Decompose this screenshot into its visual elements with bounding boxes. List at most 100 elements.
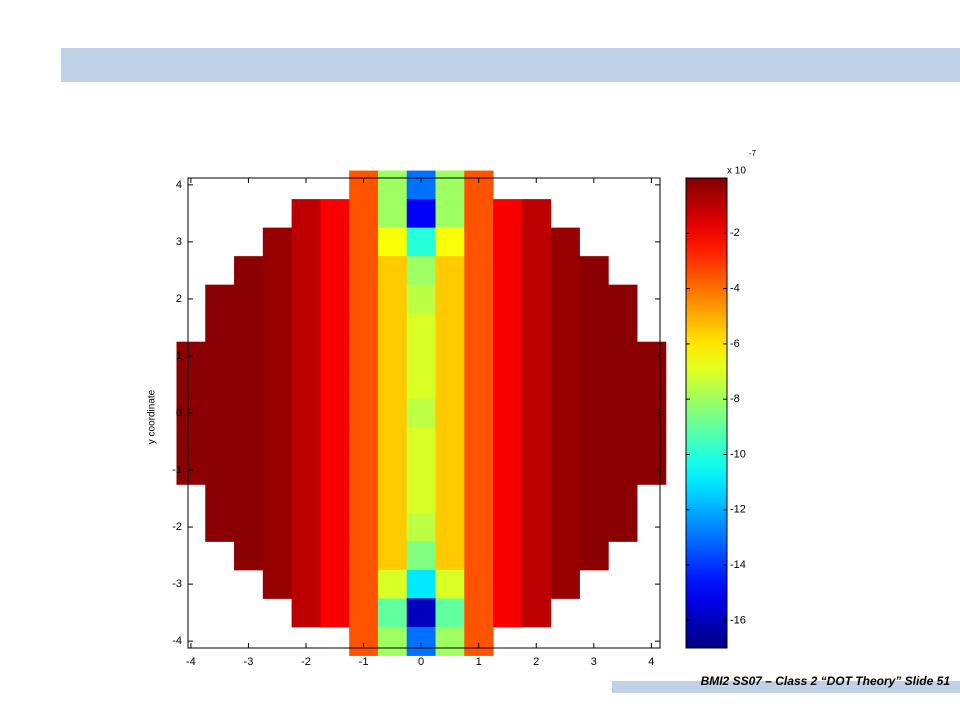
heat-cell	[320, 370, 350, 400]
heat-cell	[234, 512, 264, 542]
heat-cell	[406, 455, 437, 485]
heat-cell	[320, 427, 350, 457]
heat-cell	[608, 341, 638, 371]
heat-cell	[377, 370, 408, 400]
heat-cell	[406, 227, 437, 257]
heat-cell	[377, 199, 408, 229]
heat-cell	[521, 227, 552, 257]
heat-cell	[636, 427, 667, 457]
x-tick-label: 4	[648, 656, 654, 668]
heat-cell	[234, 541, 264, 571]
heat-cell	[377, 541, 408, 571]
heat-cell	[406, 170, 437, 200]
heat-cell	[291, 541, 321, 571]
heat-cell	[262, 455, 293, 485]
heat-cell	[262, 569, 293, 599]
heat-cell	[608, 512, 638, 542]
heat-cell	[521, 284, 552, 314]
heat-cell	[176, 370, 206, 400]
y-tick-label: 4	[176, 179, 182, 191]
heat-cell	[493, 512, 523, 542]
heat-cell	[406, 398, 437, 428]
heat-cell	[493, 484, 523, 514]
x-tick-label: -4	[186, 656, 196, 668]
heat-cell	[320, 598, 350, 628]
heat-cell	[521, 427, 552, 457]
heat-cell	[349, 341, 379, 371]
heat-cell	[349, 541, 379, 571]
heat-cell	[377, 455, 408, 485]
colorbar-multiplier: x 10	[727, 166, 746, 177]
heat-cell	[349, 598, 379, 628]
heat-cell	[320, 512, 350, 542]
heat-cell	[377, 512, 408, 542]
heat-cell	[579, 484, 609, 514]
heat-cell	[521, 455, 552, 485]
heat-cell	[291, 370, 321, 400]
heat-cell	[320, 541, 350, 571]
heat-cell	[262, 398, 293, 428]
heat-cell	[493, 313, 523, 343]
heat-cell	[636, 455, 667, 485]
heat-cell	[234, 256, 264, 286]
heat-cell	[435, 313, 465, 343]
heat-cell	[406, 199, 437, 229]
heat-cell	[234, 427, 264, 457]
heat-cell	[464, 341, 494, 371]
heat-cell	[262, 341, 293, 371]
heat-cell	[205, 398, 235, 428]
heat-cell	[262, 427, 293, 457]
heat-cell	[435, 626, 465, 656]
heat-cell	[493, 398, 523, 428]
heat-cell	[550, 398, 580, 428]
heat-cell	[636, 341, 667, 371]
heat-cell	[493, 541, 523, 571]
heat-cell	[377, 626, 408, 656]
heat-cell	[406, 427, 437, 457]
y-tick-label: 3	[176, 236, 182, 248]
heat-cell	[435, 484, 465, 514]
heat-cell	[550, 341, 580, 371]
heat-cell	[262, 484, 293, 514]
footer: BMI2 SS07 – Class 2 “DOT Theory” Slide 5…	[701, 674, 951, 688]
heat-cell	[406, 626, 437, 656]
x-tick-label: 2	[533, 656, 539, 668]
heat-cell	[320, 284, 350, 314]
colorbar-tick-label: -12	[730, 504, 746, 516]
heat-cell	[262, 512, 293, 542]
heat-cell	[579, 455, 609, 485]
x-tick-label: 3	[591, 656, 597, 668]
heat-cell	[464, 455, 494, 485]
heat-cell	[579, 370, 609, 400]
colorbar-tick-label: -8	[730, 393, 740, 405]
heat-cell	[349, 427, 379, 457]
heat-cell	[435, 541, 465, 571]
heat-cell	[291, 455, 321, 485]
heat-cell	[464, 484, 494, 514]
x-tick-label: 1	[476, 656, 482, 668]
heat-cell	[291, 569, 321, 599]
colorbar-tick-label: -14	[730, 559, 746, 571]
heat-cell	[435, 170, 465, 200]
heat-cell	[406, 569, 437, 599]
heat-cell	[320, 341, 350, 371]
heat-cell	[377, 598, 408, 628]
y-axis-label: y coordinate	[147, 389, 158, 444]
heat-cell	[234, 370, 264, 400]
y-tick-label: -1	[172, 464, 182, 476]
heat-cell	[521, 512, 552, 542]
heat-cell	[349, 284, 379, 314]
x-tick-label: -3	[244, 656, 254, 668]
heat-cell	[234, 398, 264, 428]
heat-cell	[377, 398, 408, 428]
heat-cell	[464, 427, 494, 457]
heat-cell	[349, 313, 379, 343]
heat-cell	[579, 284, 609, 314]
heat-cell	[521, 341, 552, 371]
heat-cell	[262, 370, 293, 400]
heat-cell	[521, 370, 552, 400]
colorbar-tick-label: -4	[730, 282, 740, 294]
heat-cell	[435, 512, 465, 542]
x-tick-label: -1	[359, 656, 369, 668]
